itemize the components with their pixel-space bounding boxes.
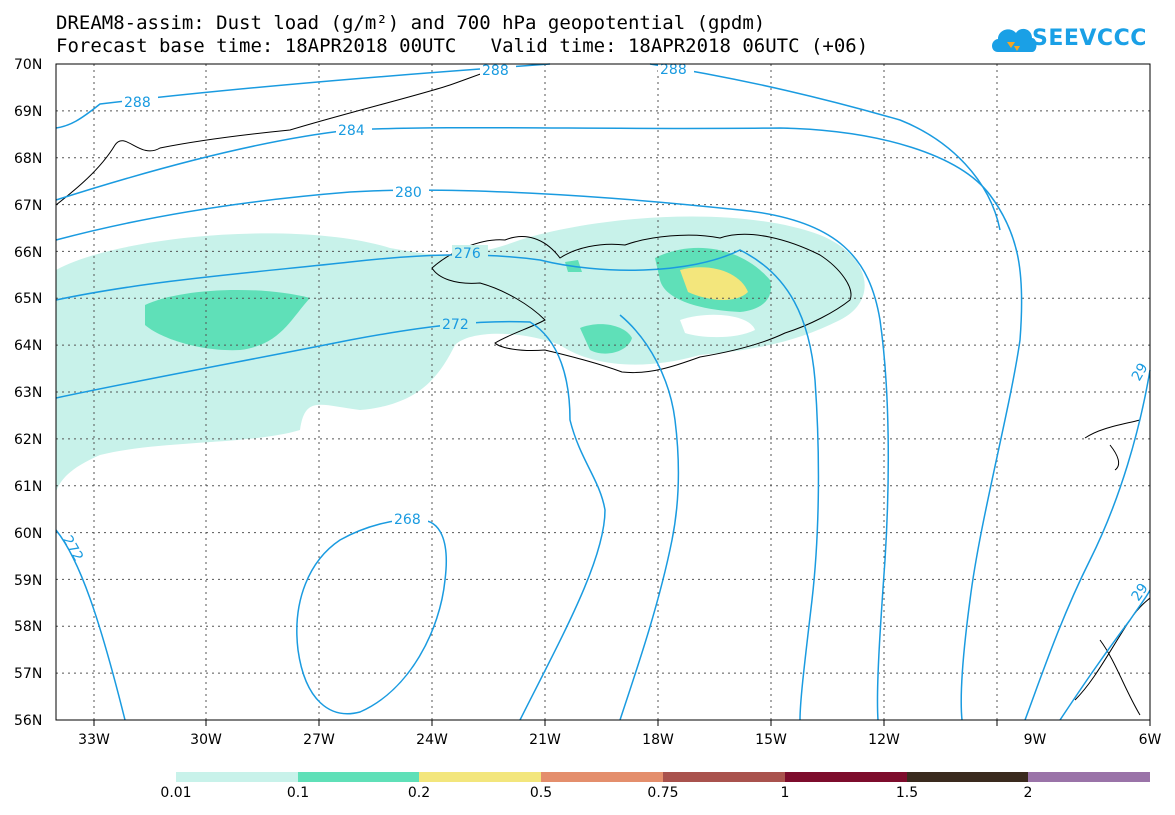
faroe-shetland-coastline bbox=[1084, 419, 1141, 471]
colorbar-swatch bbox=[907, 772, 1028, 782]
contour-288-north-east bbox=[649, 63, 1001, 231]
contour-label: 29 bbox=[1128, 581, 1151, 605]
contour-east-1 bbox=[1024, 369, 1151, 721]
colorbar-swatch bbox=[785, 772, 907, 782]
colorbar-swatch bbox=[298, 772, 419, 782]
map-frame bbox=[55, 63, 1151, 721]
lon-label: 21W bbox=[529, 732, 561, 748]
coastlines bbox=[55, 65, 1151, 716]
contour-284 bbox=[55, 126, 1023, 721]
lon-label: 30W bbox=[190, 732, 222, 748]
lat-label: 60N bbox=[14, 526, 42, 542]
dust-area-medium bbox=[580, 324, 632, 354]
contour-276 bbox=[55, 249, 820, 721]
colorbar-label: 1.5 bbox=[895, 785, 919, 801]
contour-label: 288 bbox=[660, 62, 687, 78]
contour-label: 280 bbox=[395, 185, 422, 201]
contour-272-west bbox=[55, 529, 126, 721]
lon-label: 24W bbox=[416, 732, 448, 748]
lat-label: 68N bbox=[14, 151, 42, 167]
colorbar-label: 0.5 bbox=[529, 785, 553, 801]
dust-clear-patch bbox=[680, 314, 755, 338]
contour-268 bbox=[296, 518, 447, 715]
iceland-coastline bbox=[431, 233, 852, 374]
lat-label: 64N bbox=[14, 338, 42, 354]
lat-label: 63N bbox=[14, 385, 42, 401]
latitude-labels: 70N 69N 68N 67N 66N 65N 64N 63N 62N 61N … bbox=[14, 57, 42, 729]
contour-label: 268 bbox=[394, 512, 421, 528]
lon-label: 18W bbox=[642, 732, 674, 748]
lat-label: 57N bbox=[14, 666, 42, 682]
lon-label: 15W bbox=[755, 732, 787, 748]
colorbar-swatch bbox=[419, 772, 541, 782]
contour-labels: 288 288 284 280 276 272 268 272 29 29 28… bbox=[59, 62, 1152, 604]
lon-label: 9W bbox=[1024, 732, 1047, 748]
lat-label: 56N bbox=[14, 713, 42, 729]
chart-title-line-1: DREAM8-assim: Dust load (g/m²) and 700 h… bbox=[56, 12, 766, 34]
longitude-labels: 33W 30W 27W 24W 21W 18W 15W 12W 9W 6W bbox=[78, 732, 1161, 748]
contour-label: 276 bbox=[454, 246, 481, 262]
lat-label: 66N bbox=[14, 245, 42, 261]
lon-label: 27W bbox=[303, 732, 335, 748]
lat-label: 70N bbox=[14, 57, 42, 73]
scotland-coastline bbox=[1074, 597, 1151, 716]
colorbar-swatch bbox=[663, 772, 785, 782]
colorbar-label: 0.1 bbox=[286, 785, 310, 801]
lon-label: 6W bbox=[1139, 732, 1162, 748]
logo-text: SEEVCCC bbox=[1032, 26, 1147, 51]
colorbar-label: 0.2 bbox=[407, 785, 431, 801]
colorbar-label: 0.01 bbox=[160, 785, 192, 801]
lat-label: 59N bbox=[14, 573, 42, 589]
lon-label: 12W bbox=[868, 732, 900, 748]
contour-label: 288 bbox=[124, 95, 151, 111]
contour-east-2 bbox=[1059, 589, 1151, 721]
lat-label: 58N bbox=[14, 619, 42, 635]
lat-label: 69N bbox=[14, 104, 42, 120]
lat-label: 65N bbox=[14, 291, 42, 307]
colorbar-label: 0.75 bbox=[647, 785, 679, 801]
contour-288-north bbox=[55, 63, 551, 129]
dust-shading bbox=[56, 216, 865, 492]
contour-label: 272 bbox=[59, 533, 86, 564]
contour-272 bbox=[55, 320, 606, 721]
contour-272-east bbox=[619, 314, 680, 721]
colorbar-label: 1 bbox=[780, 785, 790, 801]
colorbar-swatch bbox=[541, 772, 663, 782]
contour-label: 284 bbox=[338, 123, 365, 139]
colorbar-swatch bbox=[176, 772, 298, 782]
chart-title-line-2: Forecast base time: 18APR2018 00UTC Vali… bbox=[56, 35, 869, 57]
contour-label: 288 bbox=[482, 63, 509, 79]
colorbar-swatch bbox=[1028, 772, 1150, 782]
greenland-coastline bbox=[55, 65, 506, 206]
lat-label: 67N bbox=[14, 198, 42, 214]
lat-label: 62N bbox=[14, 432, 42, 448]
lon-label: 33W bbox=[78, 732, 110, 748]
geopotential-contours bbox=[55, 63, 1151, 721]
tick-marks bbox=[93, 720, 1151, 726]
dust-area-high bbox=[680, 267, 748, 300]
seevccc-cloud-logo-icon bbox=[992, 28, 1037, 52]
contour-label: 272 bbox=[442, 317, 469, 333]
lat-label: 61N bbox=[14, 479, 42, 495]
contour-280 bbox=[55, 189, 890, 721]
colorbar-label: 2 bbox=[1023, 785, 1033, 801]
dust-area-medium bbox=[145, 289, 310, 351]
contour-label: 29 bbox=[1129, 360, 1152, 383]
